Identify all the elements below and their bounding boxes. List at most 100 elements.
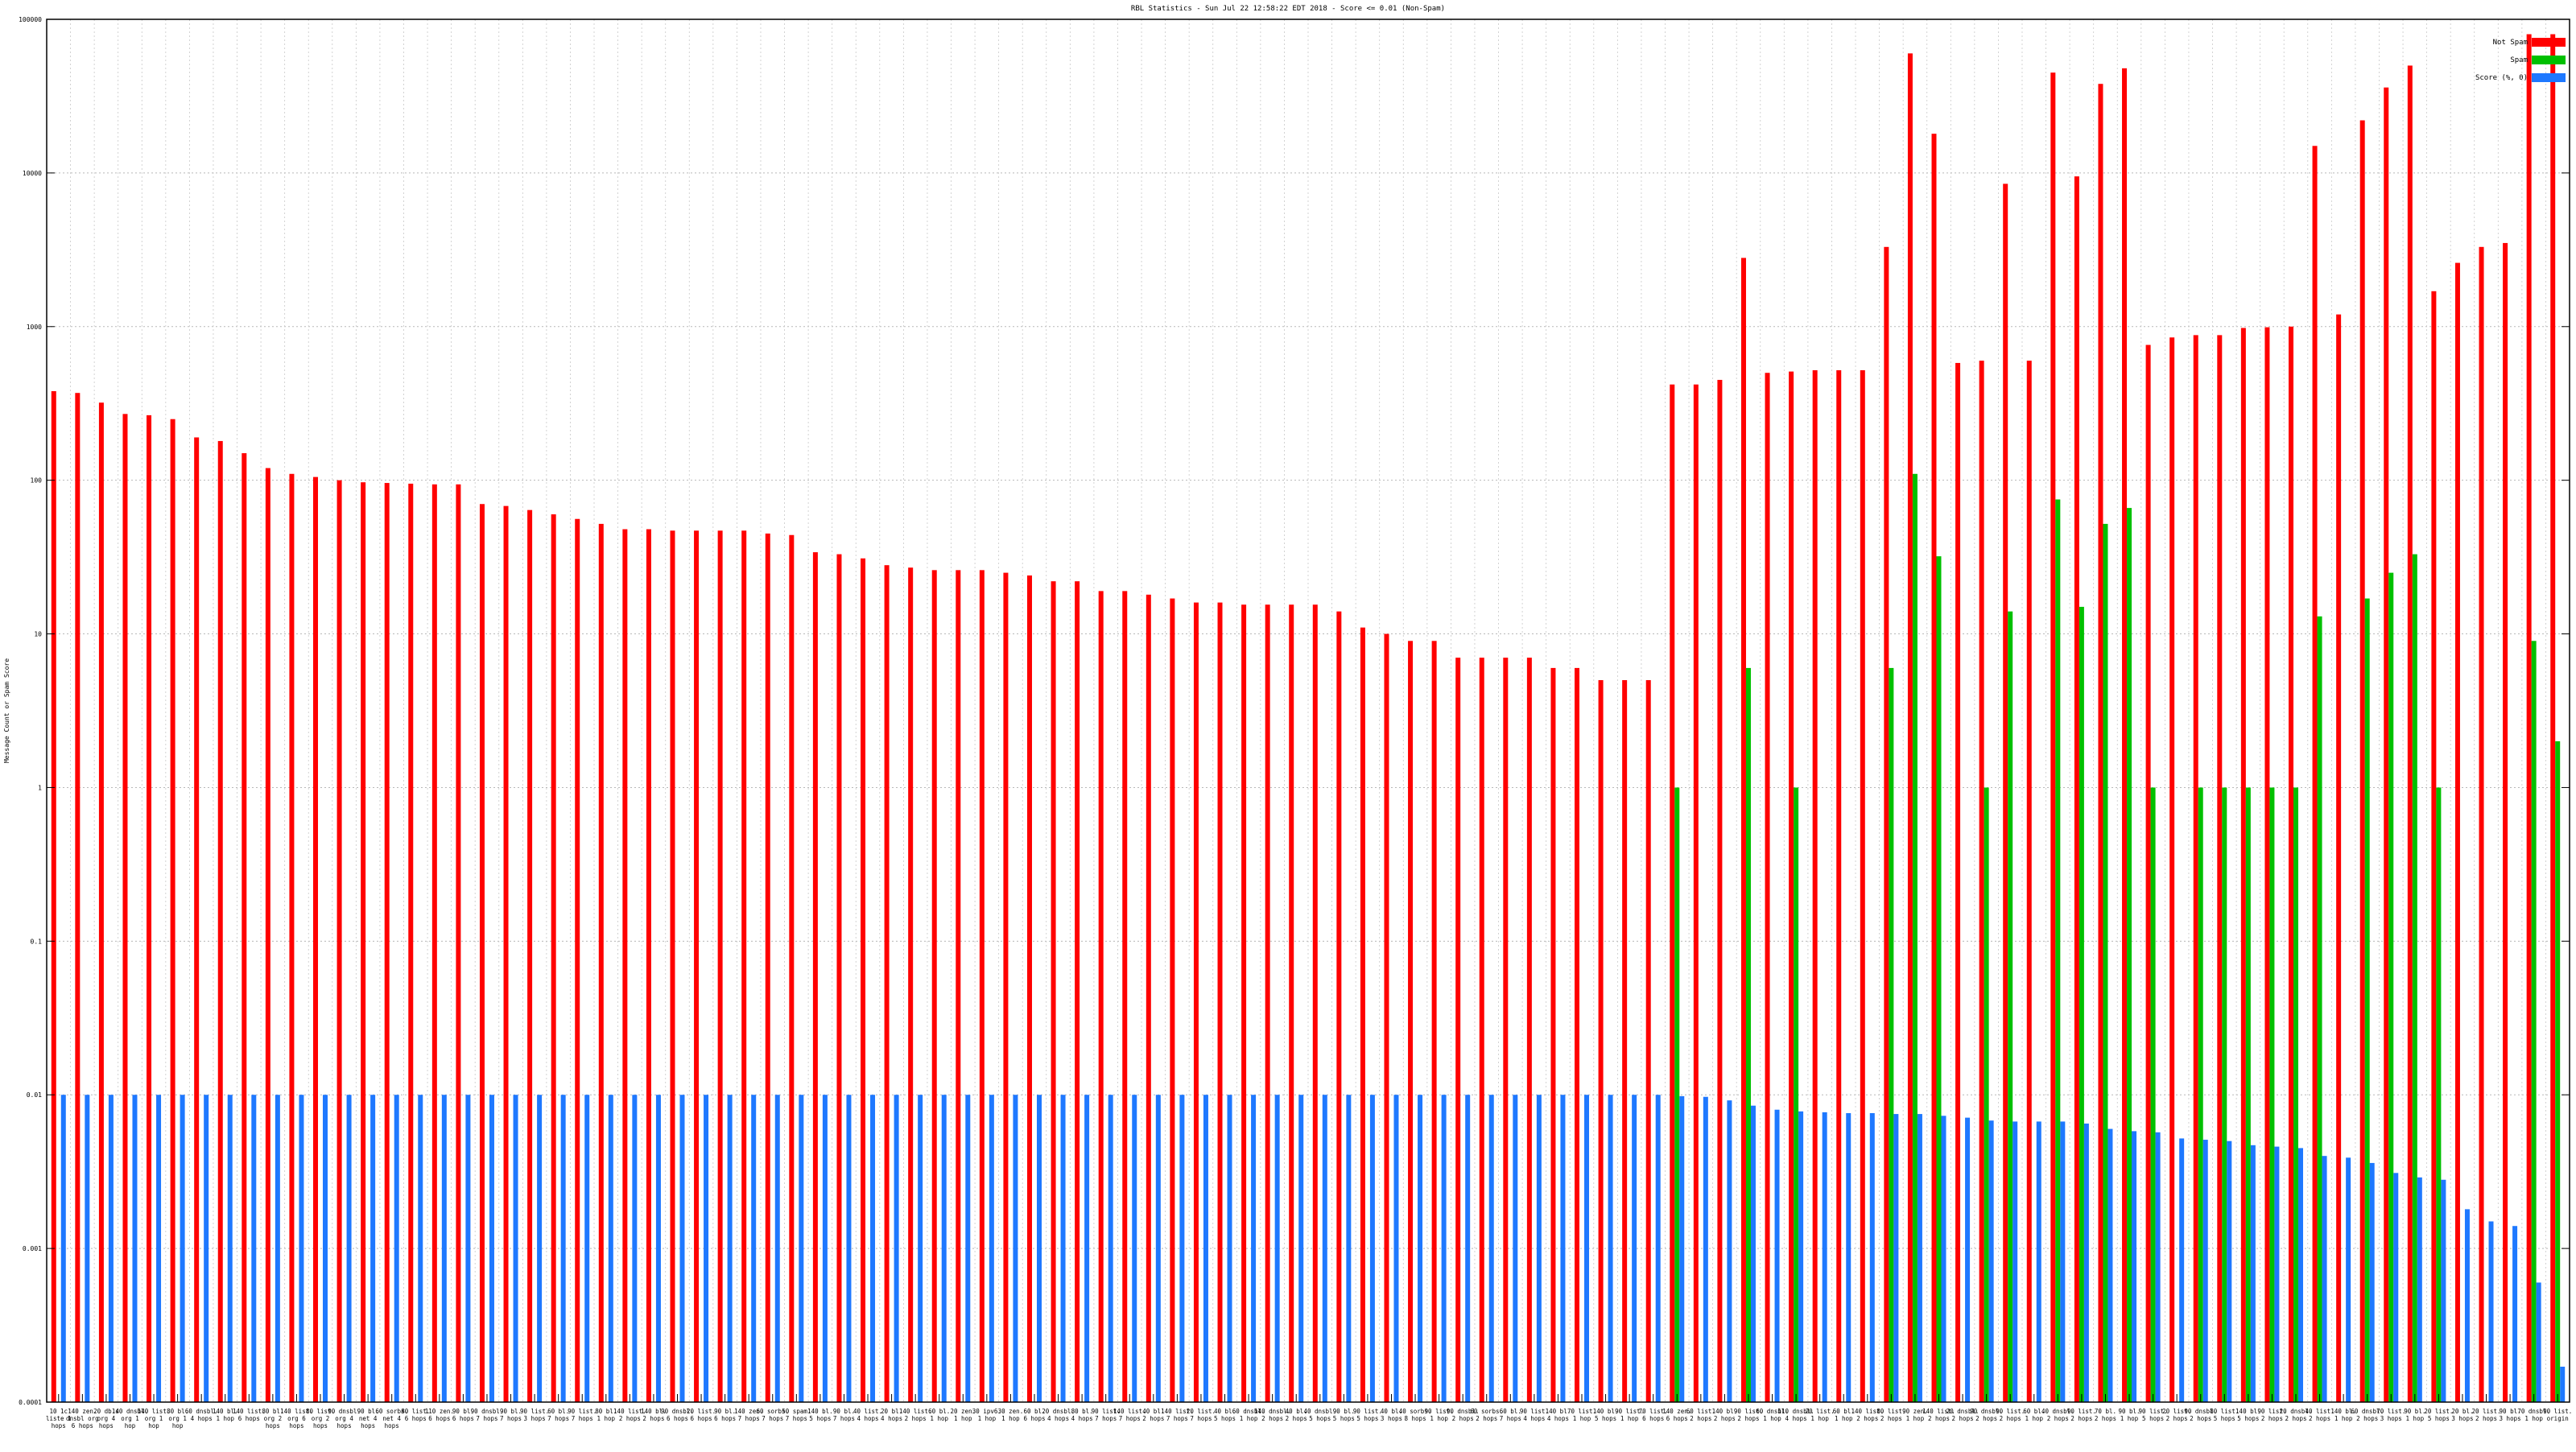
x-tick-label: 40 sorbs. 8 hops	[1399, 1408, 1432, 1422]
bar-score	[1703, 1096, 1708, 1402]
bar-score	[1298, 1095, 1304, 1402]
bar-score	[2488, 1221, 2494, 1402]
bar-not-spam	[51, 390, 56, 1402]
bar-not-spam	[1193, 602, 1199, 1402]
bar-score	[679, 1095, 685, 1402]
bar-score	[2036, 1121, 2041, 1402]
bar-score	[655, 1095, 661, 1402]
bar-score	[1179, 1095, 1185, 1402]
x-tick-label: 140 list. 2 hops	[613, 1408, 646, 1422]
bar-score	[751, 1095, 757, 1402]
bar-score	[275, 1095, 280, 1402]
bar-not-spam	[456, 484, 461, 1402]
bar-score	[1727, 1100, 1732, 1402]
bar-not-spam	[1241, 604, 1247, 1402]
bar-score	[1060, 1095, 1066, 1402]
x-tick-label: 70 list. 1 hop	[1567, 1408, 1596, 1422]
bar-not-spam	[1289, 604, 1294, 1402]
bar-score	[560, 1095, 566, 1402]
bar-not-spam	[1217, 602, 1223, 1402]
x-tick-label: 90 list. 5 hops	[2139, 1408, 2168, 1422]
x-tick-label: 140 list. 6 hops	[233, 1408, 266, 1422]
bar-score	[1679, 1095, 1685, 1402]
bar-not-spam	[1693, 384, 1699, 1402]
bar-score	[941, 1095, 947, 1402]
bar-not-spam	[2503, 242, 2508, 1402]
bar-not-spam	[1122, 591, 1128, 1402]
bar-not-spam	[2550, 34, 2556, 1403]
bar-not-spam	[931, 570, 937, 1402]
x-tick-label: 20 zen. 1 hop	[950, 1408, 976, 1422]
x-tick-label: 70 dnsbl. 1 hop	[2517, 1408, 2550, 1422]
bar-spam	[2150, 787, 2156, 1402]
x-tick-label: 90 dnsbl. 7 hops	[471, 1408, 504, 1422]
bar-score	[608, 1095, 613, 1402]
bar-not-spam	[646, 529, 651, 1402]
x-tick-label: 60 bl. 1 hop	[1833, 1408, 1855, 1422]
x-tick-label: 140 dnsbl. 2 hops	[1254, 1408, 1290, 1422]
x-tick-label: 140 zen. 7 hops	[734, 1408, 763, 1422]
bar-score	[1608, 1095, 1613, 1402]
x-tick-label: 140 zen. 6 hops	[1662, 1408, 1691, 1422]
bar-not-spam	[242, 453, 247, 1403]
x-tick-label: 60 bl. 7 hops	[547, 1408, 569, 1422]
bar-not-spam	[194, 437, 200, 1402]
bar-spam	[2388, 572, 2394, 1402]
bar-not-spam	[217, 440, 223, 1402]
bar-not-spam	[431, 484, 437, 1402]
bar-spam	[1912, 473, 1918, 1402]
bar-score	[2560, 1367, 2566, 1402]
x-tick-label: 40 dnsbl. 5 hops	[1303, 1408, 1336, 1422]
bar-not-spam	[1526, 658, 1532, 1402]
x-tick-label: 90 list. 2 hops	[1996, 1408, 2025, 1422]
bar-not-spam	[2003, 184, 2008, 1402]
bar-not-spam	[1645, 680, 1651, 1402]
bar-not-spam	[2312, 146, 2318, 1402]
x-tick-label: 140 list. 2 hops	[899, 1408, 932, 1422]
bar-not-spam	[2122, 68, 2128, 1402]
bar-not-spam	[2193, 335, 2198, 1402]
grid-lines	[47, 19, 2570, 1402]
legend-label-score: Score (%, 0)	[2475, 74, 2528, 82]
bar-spam	[1889, 667, 1894, 1402]
bar-not-spam	[2526, 34, 2532, 1403]
bar-spam	[2222, 787, 2227, 1402]
bar-not-spam	[1884, 246, 1889, 1403]
x-tick-label: 90 bl. 3 hops	[2500, 1408, 2521, 1422]
bar-not-spam	[1026, 575, 1032, 1402]
x-tick-label: 80 bl. 4 hops	[1071, 1408, 1093, 1422]
x-tick-label: 80 bl. org 2 hops	[262, 1408, 283, 1429]
x-tick-label: 90 list. 4 hops	[1520, 1408, 1549, 1422]
x-tick-label: 20 list. 2 hops	[2471, 1408, 2500, 1422]
x-tick-label: 40 bl. 2 hops	[1286, 1408, 1307, 1422]
bar-spam	[1794, 787, 1799, 1402]
bar-score	[132, 1095, 138, 1402]
bar-score	[2060, 1121, 2066, 1402]
bar-not-spam	[1812, 369, 1818, 1402]
bar-score	[1750, 1105, 1756, 1402]
x-tick-label: 140 dnsbl. org 1 hop	[112, 1408, 148, 1429]
y-tick-label: 0.1	[31, 938, 43, 945]
x-tick-label: 140 list. 7 hops	[1113, 1408, 1146, 1422]
bar-spam	[2531, 641, 2537, 1402]
bar-score	[299, 1095, 304, 1402]
bar-score	[2132, 1131, 2137, 1402]
x-tick-label: 20 bl. 3 hops	[2451, 1408, 2473, 1422]
bar-score	[251, 1095, 257, 1402]
x-tick-label: 140 list. org 6 hops	[280, 1408, 313, 1429]
bar-score	[1108, 1095, 1113, 1402]
x-tick-label: 40 bl. 3 hops	[1381, 1408, 1402, 1422]
bar-not-spam	[2217, 335, 2223, 1402]
bar-score	[1036, 1095, 1042, 1402]
legend-label-not-spam: Not Spam	[2493, 39, 2528, 47]
bar-score	[2250, 1145, 2256, 1402]
bar-score	[108, 1095, 114, 1402]
x-tick-label: 60 dnsbl. 2 hops	[2351, 1408, 2384, 1422]
bar-not-spam	[1740, 258, 1746, 1402]
x-tick-label: 40 list. 4 hops	[853, 1408, 882, 1422]
x-tick-label: 90 dnsbl. org 4 hops	[328, 1408, 361, 1429]
x-tick-label: 90 bl. 6 hops	[714, 1408, 736, 1422]
bar-not-spam	[670, 530, 675, 1402]
x-tick-label: 40 bl. 2 hops	[1142, 1408, 1164, 1422]
bar-not-spam	[1789, 371, 1794, 1403]
